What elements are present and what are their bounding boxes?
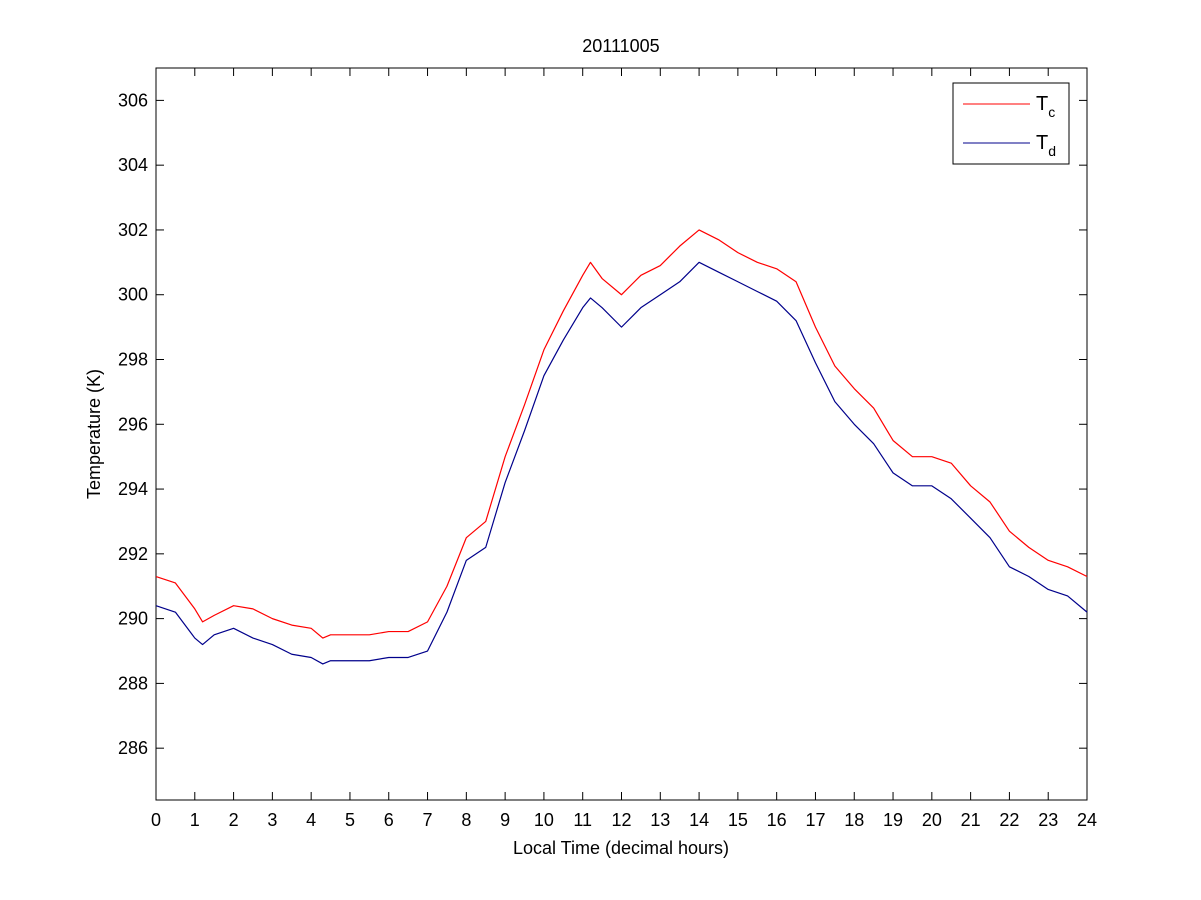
- legend-box: [952, 82, 1070, 165]
- x-tick-label: 10: [534, 810, 554, 830]
- legend-sub-td: d: [1048, 143, 1056, 159]
- series-line-td: [155, 261, 1088, 665]
- x-tick-label: 14: [689, 810, 709, 830]
- x-tick-label: 12: [611, 810, 631, 830]
- x-tick-label: 19: [883, 810, 903, 830]
- y-tick-label: 298: [118, 350, 148, 370]
- legend-main-tc: T: [1036, 93, 1048, 115]
- ticks-layer: 0 1 2 3 4 5 6 7 8 9 10 11 12 13 14 15 16 17 18 19 20 21 22 23 24…: [118, 68, 1097, 830]
- y-tick-label: 304: [118, 155, 148, 175]
- legend: Tc Td: [952, 82, 1070, 165]
- y-tick-label: 296: [118, 414, 148, 434]
- y-tick-label: 288: [118, 673, 148, 693]
- axes-box: [155, 67, 1088, 801]
- x-tick-label: 15: [728, 810, 748, 830]
- legend-main-td: T: [1036, 132, 1048, 154]
- x-tick-label: 7: [423, 810, 433, 830]
- y-tick-label: 300: [118, 285, 148, 305]
- x-tick-label: 11: [573, 810, 592, 830]
- plot-area: 0 1 2 3 4 5 6 7 8 9 10 11 12 13 14 15 16 17 18 19 20 21 22 23 24…: [118, 67, 1097, 830]
- y-tick-label: 290: [118, 609, 148, 629]
- y-tick-label: 286: [118, 738, 148, 758]
- x-tick-label: 24: [1077, 810, 1097, 830]
- series-line-tc: [155, 229, 1088, 639]
- x-tick-label: 23: [1038, 810, 1058, 830]
- x-tick-label: 20: [922, 810, 942, 830]
- legend-sub-tc: c: [1048, 104, 1055, 120]
- y-axis-label: Temperature (K): [84, 369, 104, 499]
- x-tick-label: 5: [345, 810, 355, 830]
- x-tick-label: 21: [961, 810, 981, 830]
- x-tick-label: 16: [767, 810, 787, 830]
- legend-label-tc: Tc: [1036, 93, 1055, 120]
- x-tick-label: 0: [151, 810, 161, 830]
- y-tick-label: 294: [118, 479, 148, 499]
- legend-label-td: Td: [1036, 132, 1056, 159]
- y-tick-label: 292: [118, 544, 148, 564]
- x-tick-label: 18: [844, 810, 864, 830]
- x-tick-label: 9: [500, 810, 510, 830]
- x-tick-label: 17: [805, 810, 825, 830]
- x-tick-label: 8: [461, 810, 471, 830]
- x-tick-label: 13: [650, 810, 670, 830]
- x-tick-label: 6: [384, 810, 394, 830]
- chart-title: 20111005: [582, 36, 659, 56]
- x-tick-label: 2: [229, 810, 239, 830]
- x-tick-label: 22: [999, 810, 1019, 830]
- x-tick-label: 1: [190, 810, 200, 830]
- y-tick-label: 302: [118, 220, 148, 240]
- x-axis-label: Local Time (decimal hours): [513, 838, 729, 858]
- x-tick-label: 3: [267, 810, 277, 830]
- x-tick-label: 4: [306, 810, 316, 830]
- y-tick-label: 306: [118, 90, 148, 110]
- series-layer: [155, 229, 1088, 665]
